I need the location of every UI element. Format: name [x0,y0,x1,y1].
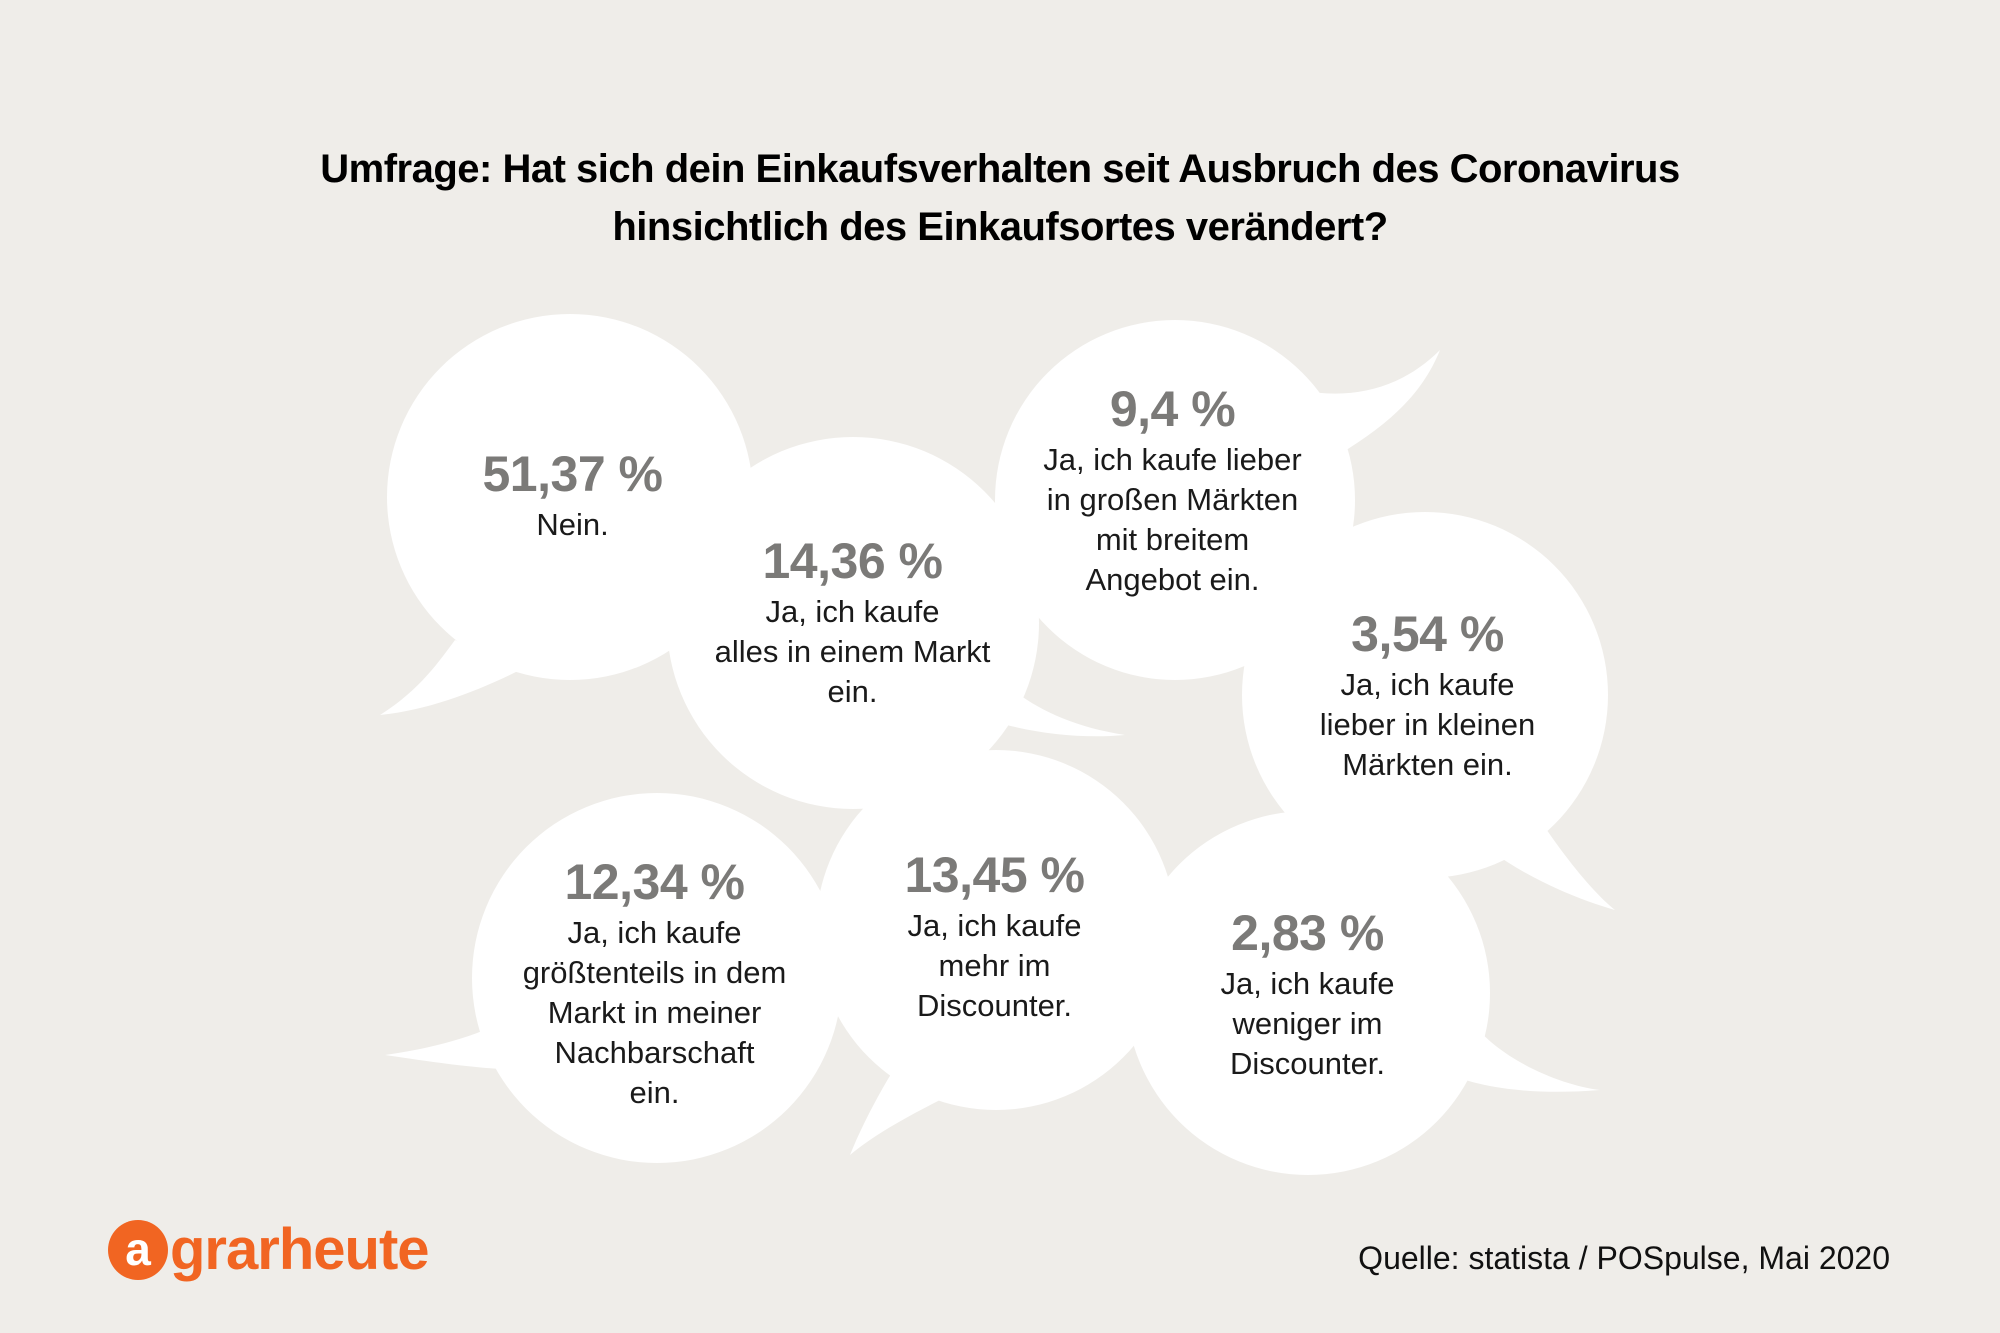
answer-label-line: mehr im [938,948,1051,983]
speech-bubble-6 [816,750,1176,1155]
answer-label-line: Discounter. [1229,1046,1386,1081]
logo-mark-letter: a [125,1223,151,1275]
speech-bubble-3 [995,320,1440,680]
answer-label-line: Discounter. [916,988,1073,1023]
answer-label-line: Ja, ich kaufe [1340,667,1515,702]
answer-label-line: Nachbarschaft [554,1035,755,1070]
answer-label-line: Ja, ich kaufe [907,908,1082,943]
logo-wordmark: grarheute [170,1217,430,1282]
chart-title: Umfrage: Hat sich dein Einkaufsverhalten… [0,140,2000,256]
title-line-1: Umfrage: Hat sich dein Einkaufsverhalten… [320,147,1680,191]
title-line-2: hinsichtlich des Einkaufsortes verändert… [612,205,1388,249]
answer-label-line: Nein. [536,507,609,542]
answer-label-line: lieber in kleinen [1319,707,1536,742]
answer-weniger-discounter: 2,83 % Ja, ich kaufe weniger im Discount… [1135,902,1480,1084]
speech-bubble-5 [385,793,842,1163]
answer-grosse-maerkte: 9,4 % Ja, ich kaufe lieber in großen Mär… [1000,378,1345,600]
answer-nein: 51,37 % Nein. [400,443,745,545]
answer-label-line: Markt in meiner [547,995,762,1030]
answer-label-line: in großen Märkten [1046,482,1299,517]
answer-label-line: ein. [629,1075,680,1110]
answer-nachbarschaft: 12,34 % Ja, ich kaufe größtenteils in de… [482,851,827,1113]
speech-bubble-2 [667,437,1125,809]
answer-percent: 14,36 % [762,533,943,589]
answer-label-line: alles in einem Markt [714,634,991,669]
answer-kleine-maerkte: 3,54 % Ja, ich kaufe lieber in kleinen M… [1255,603,1600,785]
answer-label-line: Ja, ich kaufe lieber [1043,442,1302,477]
answer-percent: 9,4 % [1109,381,1236,437]
speech-bubble-7 [1126,811,1600,1175]
answer-label-line: Märkten ein. [1342,747,1513,782]
answer-percent: 51,37 % [482,446,663,502]
answer-alles-in-einem-markt: 14,36 % Ja, ich kaufe alles in einem Mar… [680,530,1025,712]
agrarheute-logo: a grarheute [108,1215,430,1285]
answer-label-line: weniger im [1232,1006,1383,1041]
answer-label-line: Ja, ich kaufe [765,594,940,629]
answer-label-line: ein. [827,674,878,709]
answer-label-line: Ja, ich kaufe [567,915,742,950]
logo-mark-icon: a [108,1220,168,1280]
answer-label-line: Ja, ich kaufe [1220,966,1395,1001]
speech-bubble-1 [380,314,753,715]
speech-bubble-4 [1242,512,1615,910]
answer-percent: 2,83 % [1231,905,1384,961]
answer-percent: 12,34 % [564,854,745,910]
answer-mehr-discounter: 13,45 % Ja, ich kaufe mehr im Discounter… [822,844,1167,1026]
source-note: Quelle: statista / POSpulse, Mai 2020 [1358,1240,1890,1276]
answer-percent: 13,45 % [904,847,1085,903]
answer-label-line: mit breitem [1095,522,1250,557]
answer-percent: 3,54 % [1351,606,1504,662]
answer-label-line: Angebot ein. [1085,562,1260,597]
answer-label-line: größtenteils in dem [522,955,787,990]
